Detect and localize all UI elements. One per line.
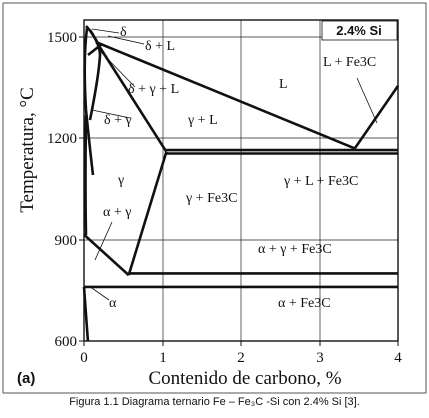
y-tick-label: 1200 xyxy=(47,131,77,147)
x-tick-label: 0 xyxy=(80,350,88,366)
a3-curve-upper xyxy=(84,114,88,236)
y-tick-labels: 600 900 1200 1500 xyxy=(47,30,77,350)
delta-loop xyxy=(83,25,103,236)
figure-caption: Figura 1.1 Diagrama ternario Fe – Fe₃C -… xyxy=(69,396,360,408)
delta-liquid-boundary xyxy=(85,25,102,48)
region-label-delta-liquid: δ + L xyxy=(145,39,175,54)
annotation-label: 2.4% Si xyxy=(336,23,382,38)
region-label-alpha: α xyxy=(109,296,117,311)
boundary-solidus xyxy=(98,46,168,153)
region-label-liquid: L xyxy=(279,77,288,92)
x-tick-label: 1 xyxy=(159,350,167,366)
leader-lines xyxy=(88,28,378,301)
region-label-delta-gamma-liquid: δ + γ + L xyxy=(128,82,179,97)
leader-alpha-gamma xyxy=(94,221,113,261)
region-label-delta: δ xyxy=(120,25,127,40)
delta-gamma-boundary-left xyxy=(83,27,95,176)
x-tick-label: 4 xyxy=(394,350,402,366)
leader-liquid-cementite xyxy=(356,77,378,124)
leader-alpha xyxy=(88,285,110,301)
x-tick-labels: 0 1 2 3 4 xyxy=(80,350,402,366)
boundary-liquidus-cementite xyxy=(353,85,400,150)
boundary-acm-line xyxy=(127,151,168,276)
region-label-alpha-cementite: α + Fe3C xyxy=(278,296,331,311)
leader-delta-liquid xyxy=(107,35,145,45)
boundary-alpha-solvus xyxy=(82,286,90,342)
annotation-box xyxy=(321,20,398,41)
panel-label: (a) xyxy=(17,370,35,387)
y-tick-label: 900 xyxy=(55,233,78,249)
region-label-gamma-liquid: γ + L xyxy=(187,113,218,128)
y-tick-label: 1500 xyxy=(47,30,77,46)
figure-frame xyxy=(2,2,427,394)
region-label-gamma-liquid-cementite: γ + L + Fe3C xyxy=(283,174,358,189)
region-label-alpha-gamma: α + γ xyxy=(103,205,131,220)
x-tick-label: 2 xyxy=(237,350,245,366)
leader-delta xyxy=(91,28,120,34)
region-label-delta-gamma: δ + γ xyxy=(104,113,132,128)
boundary-liquidus-austenite xyxy=(95,40,356,150)
boundary-a3-line xyxy=(83,233,130,277)
leader-delta-gamma-liquid xyxy=(100,51,136,88)
y-axis-title: Temperatura, °C xyxy=(17,87,38,213)
x-axis-title: Contenido de carbono, % xyxy=(148,368,341,389)
leader-delta-gamma xyxy=(91,109,131,119)
region-label-liquid-cementite: L + Fe3C xyxy=(323,55,376,70)
region-labels: δ δ + L δ + γ + L δ + γ γ + L L L + Fe3C… xyxy=(103,25,376,311)
x-tick-label: 3 xyxy=(316,350,324,366)
region-label-alpha-gamma-cementite: α + γ + Fe3C xyxy=(258,242,332,257)
y-tick-label: 600 xyxy=(55,334,78,350)
region-label-gamma-cementite: γ + Fe3C xyxy=(185,191,237,206)
tick-marks xyxy=(79,36,399,346)
phase-boundaries xyxy=(82,40,400,342)
region-label-gamma: γ xyxy=(117,173,124,188)
